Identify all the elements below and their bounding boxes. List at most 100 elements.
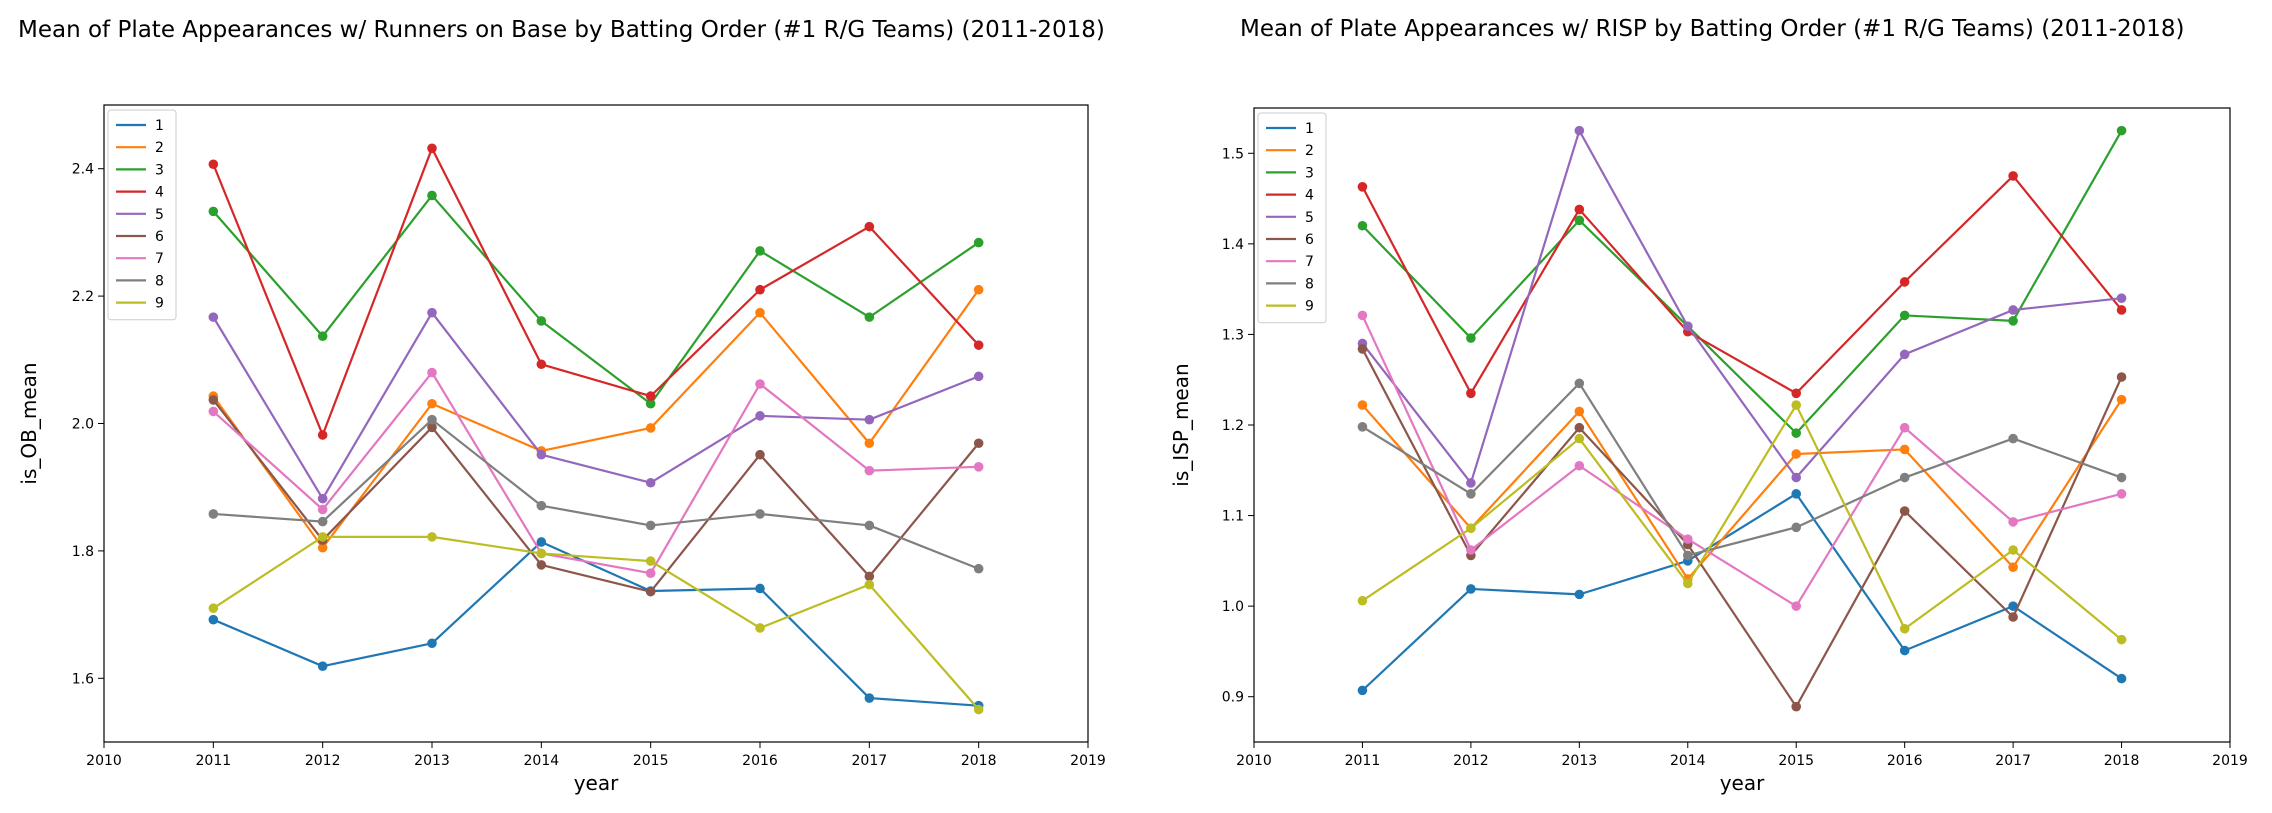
data-point [645, 568, 656, 578]
legend-label: 1 [155, 118, 164, 134]
chart-1: Mean of Plate Appearances w/ Runners on … [17, 17, 1106, 795]
x-tick-label: 2013 [414, 753, 450, 769]
data-point [645, 391, 656, 401]
series-7 [1357, 310, 2127, 611]
data-point [2116, 489, 2127, 499]
series-line [212, 535, 980, 711]
y-tick-label: 0.9 [1222, 690, 1244, 706]
data-point [864, 693, 875, 703]
data-point [1682, 534, 1693, 544]
series-line [212, 399, 980, 593]
data-point [755, 449, 765, 460]
series-line [212, 147, 980, 437]
data-point [864, 312, 875, 322]
data-point [1899, 444, 1910, 455]
series-8 [1357, 378, 2127, 561]
data-point [536, 449, 547, 460]
legend-label: 3 [1305, 165, 1314, 181]
legend-label: 4 [155, 185, 164, 201]
series-line [1361, 403, 2123, 641]
y-tick-label: 1.2 [1222, 418, 1244, 434]
data-point [536, 548, 547, 559]
data-point [1791, 388, 1802, 399]
data-point [2116, 125, 2127, 136]
x-tick-label: 2019 [1070, 753, 1106, 769]
series-9 [208, 532, 984, 715]
chart-2: Mean of Plate Appearances w/ RISP by Bat… [1169, 16, 2248, 795]
series-line [1361, 382, 2122, 557]
data-point [1574, 422, 1585, 433]
data-point [1899, 422, 1910, 433]
plot-area [103, 104, 1089, 743]
y-tick-label: 1.5 [1222, 146, 1244, 162]
data-point [1357, 310, 1368, 321]
series-4 [208, 143, 984, 440]
legend-label: 6 [155, 229, 164, 245]
data-point [1357, 595, 1368, 606]
data-point [1574, 378, 1585, 389]
legend-label: 7 [155, 251, 164, 267]
x-tick-label: 2015 [633, 753, 669, 769]
series-line [213, 418, 980, 570]
y-tick-label: 2.0 [72, 417, 94, 433]
data-point [973, 438, 984, 449]
series-5 [208, 307, 984, 504]
data-point [755, 623, 765, 633]
data-point [208, 406, 219, 417]
data-point [864, 571, 875, 582]
y-tick-label: 1.8 [72, 544, 94, 560]
data-point [2008, 601, 2018, 611]
series-7 [208, 367, 984, 578]
data-point [1791, 449, 1802, 459]
series-line [1361, 348, 2123, 708]
y-tick-label: 2.4 [72, 162, 94, 178]
series-line [1361, 130, 2123, 435]
data-point [1357, 422, 1368, 432]
data-point [2116, 372, 2127, 382]
series-8 [208, 414, 984, 574]
data-point [1574, 125, 1585, 136]
x-tick-label: 2018 [961, 753, 997, 769]
data-point [427, 367, 437, 378]
data-point [973, 462, 984, 472]
series-3 [1357, 125, 2127, 438]
x-tick-label: 2015 [1778, 753, 1814, 769]
y-tick-label: 1.6 [72, 671, 94, 687]
data-point [2116, 293, 2127, 304]
x-tick-label: 2016 [742, 753, 778, 769]
data-point [1357, 685, 1368, 696]
legend: 1 2 3 4 5 6 7 8 9 [1257, 112, 1327, 324]
data-point [1357, 344, 1368, 354]
data-point [1466, 584, 1476, 594]
data-point [2116, 305, 2127, 315]
series-line [212, 311, 980, 500]
data-point [536, 537, 547, 547]
data-point [2008, 562, 2018, 572]
data-point [317, 542, 328, 553]
data-point [864, 579, 875, 590]
series-line [212, 371, 979, 575]
x-tick-label: 2014 [1670, 753, 1706, 769]
data-point [1357, 220, 1368, 231]
data-point [1791, 701, 1802, 712]
data-point [1357, 400, 1368, 410]
data-point [645, 477, 656, 488]
data-point [2116, 472, 2127, 483]
data-point [427, 398, 437, 409]
series-line [1361, 174, 2123, 395]
data-point [427, 414, 437, 425]
data-point [2008, 545, 2018, 555]
data-point [1574, 433, 1585, 444]
data-point [1682, 578, 1693, 589]
data-point [755, 583, 765, 594]
y-tick-label: 1.4 [1222, 237, 1244, 253]
data-point [208, 603, 219, 614]
data-point [755, 411, 765, 421]
data-point [208, 159, 219, 170]
data-point [1574, 204, 1585, 215]
data-point [1899, 310, 1910, 321]
data-point [536, 500, 547, 511]
data-point [536, 359, 547, 370]
data-point [973, 284, 984, 295]
data-point [1682, 550, 1693, 561]
